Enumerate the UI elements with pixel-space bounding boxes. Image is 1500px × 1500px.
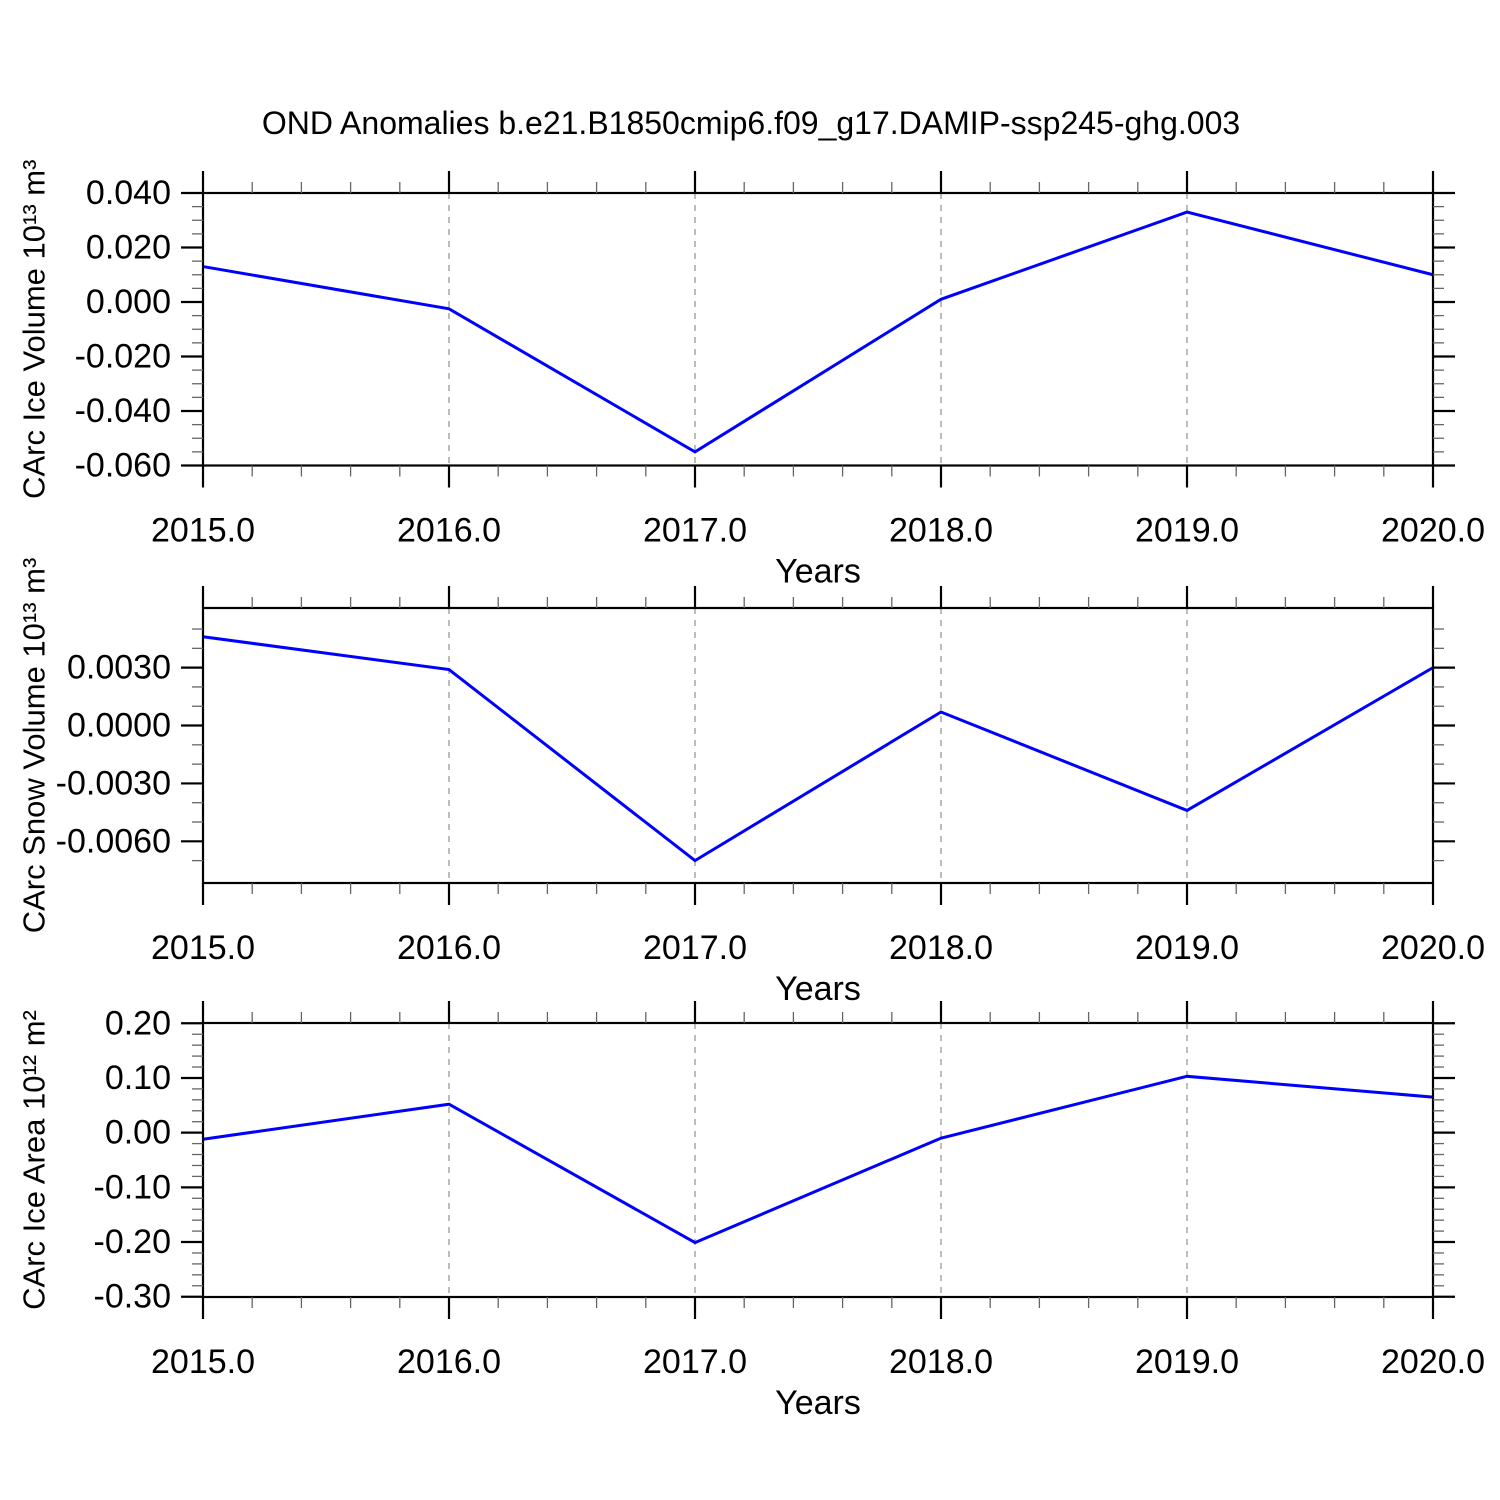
data-line-ice-area bbox=[202, 1074, 1434, 1245]
y-tick-label: 0.000 bbox=[86, 283, 171, 321]
panel-frame bbox=[201, 606, 1435, 885]
figure-title: OND Anomalies b.e21.B1850cmip6.f09_g17.D… bbox=[262, 105, 1240, 141]
x-tick-label: 2018.0 bbox=[889, 929, 993, 967]
panel-snow-volume: 2015.0 2016.0 2017.0 2018.0 2019.0 2020.0 0.00… bbox=[17, 558, 1486, 1008]
y-tick-label: -0.10 bbox=[94, 1168, 172, 1206]
x-tick-label: 2015.0 bbox=[151, 1343, 255, 1381]
y-tick-label: -0.020 bbox=[75, 338, 171, 376]
y-axis-title: CArc Snow Volume 10¹³ m³ bbox=[17, 558, 52, 934]
x-tick-label: 2017.0 bbox=[643, 929, 747, 967]
x-tick-label: 2020.0 bbox=[1381, 1343, 1485, 1381]
panel-frame bbox=[201, 1021, 1435, 1299]
y-tick-label: -0.20 bbox=[94, 1223, 172, 1261]
y-tick-label: -0.040 bbox=[75, 392, 171, 430]
x-tick-label: 2016.0 bbox=[397, 929, 501, 967]
y-axis-title: CArc Ice Area 10¹² m² bbox=[17, 1010, 52, 1310]
data-line-snow-volume bbox=[202, 635, 1434, 863]
y-tick-label: 0.00 bbox=[105, 1114, 171, 1152]
panel-ice-volume: 2015.0 2016.0 2017.0 2018.0 2019.0 2020.0 0.04… bbox=[17, 160, 1486, 591]
x-tick-label: 2019.0 bbox=[1135, 1343, 1239, 1381]
x-tick-label: 2018.0 bbox=[889, 512, 993, 550]
x-tick-label: 2017.0 bbox=[643, 512, 747, 550]
x-axis-title: Years bbox=[775, 970, 861, 1008]
y-tick-label: -0.0030 bbox=[56, 764, 171, 802]
y-tick-label: -0.0060 bbox=[56, 822, 171, 860]
x-tick-label: 2018.0 bbox=[889, 1343, 993, 1381]
x-axis-title: Years bbox=[775, 1384, 861, 1422]
y-tick-label: 0.040 bbox=[86, 174, 171, 212]
x-axis-title: Years bbox=[775, 553, 861, 591]
x-tick-label: 2019.0 bbox=[1135, 512, 1239, 550]
y-tick-label: 0.10 bbox=[105, 1059, 171, 1097]
x-tick-label: 2016.0 bbox=[397, 512, 501, 550]
y-tick-label: 0.0000 bbox=[67, 707, 171, 745]
y-tick-label: 0.20 bbox=[105, 1004, 171, 1042]
x-tick-label: 2015.0 bbox=[151, 512, 255, 550]
y-tick-label: -0.30 bbox=[94, 1278, 172, 1316]
panel-ice-area: 2015.0 2016.0 2017.0 2018.0 2019.0 2020.0 0.20… bbox=[17, 1001, 1485, 1422]
x-tick-label: 2019.0 bbox=[1135, 929, 1239, 967]
y-tick-label: 0.0030 bbox=[67, 649, 171, 687]
y-tick-label: 0.020 bbox=[86, 229, 171, 267]
x-tick-label: 2020.0 bbox=[1381, 512, 1485, 550]
data-line-ice-volume bbox=[202, 210, 1434, 454]
x-tick-label: 2020.0 bbox=[1381, 929, 1485, 967]
panels-container: 2015.0 2016.0 2017.0 2018.0 2019.0 2020.0 0.04… bbox=[17, 160, 1486, 1422]
x-tick-label: 2017.0 bbox=[643, 1343, 747, 1381]
x-tick-label: 2015.0 bbox=[151, 929, 255, 967]
y-tick-label: -0.060 bbox=[75, 447, 171, 485]
x-tick-label: 2016.0 bbox=[397, 1343, 501, 1381]
y-axis-title: CArc Ice Volume 10¹³ m³ bbox=[17, 160, 52, 499]
